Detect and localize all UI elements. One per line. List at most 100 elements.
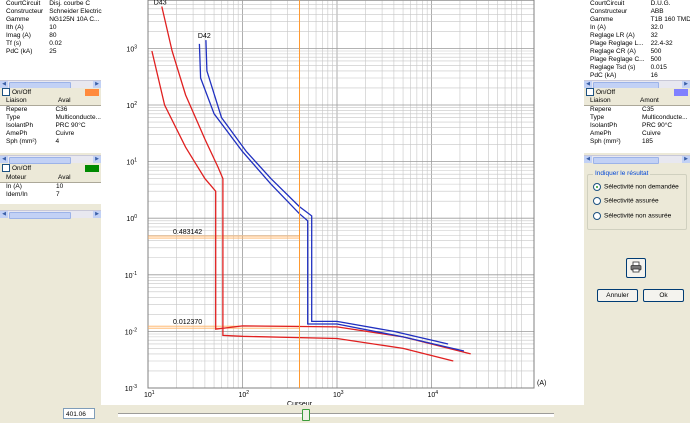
property-row[interactable]: Reglage Tsd (s) 0.015 bbox=[584, 64, 690, 72]
property-row[interactable]: In (A) 10 bbox=[0, 183, 101, 191]
left-bot-scrollbar[interactable]: ◀ ▶ bbox=[0, 210, 101, 219]
property-name: Reglage LR (A) bbox=[590, 32, 635, 39]
property-value: 80 bbox=[49, 32, 57, 39]
bottom-bar: 401.06 bbox=[0, 405, 690, 423]
property-row[interactable]: Plage Reglage C... 500 bbox=[584, 56, 690, 64]
radio-selectivity-not-requested[interactable]: Sélectivité non demandée bbox=[593, 183, 679, 192]
chart-grid bbox=[147, 0, 535, 389]
property-row[interactable]: In (A) 32.0 bbox=[584, 24, 690, 32]
property-value: 10 bbox=[56, 183, 64, 190]
color-swatch[interactable] bbox=[674, 89, 688, 96]
property-name: Sph (mm²) bbox=[590, 138, 621, 145]
property-value: Multiconducte... bbox=[642, 114, 688, 121]
cursor-value-field[interactable]: 401.06 bbox=[63, 408, 95, 419]
property-name: PdC (kA) bbox=[6, 48, 33, 55]
property-value: 0.015 bbox=[650, 64, 667, 71]
property-row[interactable]: Gamme T1B 160 TMD 3... bbox=[584, 16, 690, 24]
cancel-button[interactable]: Annuler bbox=[597, 289, 638, 302]
property-row[interactable]: Ith (A) 10 bbox=[0, 24, 102, 32]
property-value: PRC 90°C bbox=[55, 122, 86, 129]
onoff-checkbox[interactable] bbox=[2, 164, 10, 173]
print-button[interactable] bbox=[626, 258, 646, 278]
selectivity-chart[interactable]: 101 102 103 104 10-3 10-2 10-1 100 101 102 103 (A) C… bbox=[102, 0, 584, 423]
property-row[interactable]: Reglage LR (A) 32 bbox=[584, 32, 690, 40]
series-label: D42 bbox=[198, 33, 211, 40]
property-row[interactable]: IsolantPh PRC 90°C bbox=[0, 122, 101, 130]
onoff-label: On/Off bbox=[12, 89, 32, 96]
property-row[interactable]: Imag (A) 80 bbox=[0, 32, 102, 40]
breaker-property-table: CourtCircuit D.U.G. Constructeur ABB Gamme T1… bbox=[584, 0, 690, 80]
onoff-checkbox[interactable] bbox=[2, 88, 10, 97]
y-tick-label: 102 bbox=[126, 101, 137, 110]
cursor-slider-thumb[interactable] bbox=[302, 409, 311, 421]
color-swatch[interactable] bbox=[85, 165, 99, 172]
property-row[interactable]: Constructeur ABB bbox=[584, 8, 690, 16]
property-name: PdC (kA) bbox=[590, 72, 617, 79]
property-name: Ith (A) bbox=[6, 24, 24, 31]
motor-property-table: In (A) 10 Idem/In 7 bbox=[0, 183, 101, 199]
property-row[interactable]: CourtCircuit Disj. courbe C bbox=[0, 0, 102, 8]
cable-property-table: Repere C35 Type Multiconducte... IsolantPh PR… bbox=[584, 106, 690, 146]
property-row[interactable]: Repere C35 bbox=[584, 106, 690, 114]
property-row[interactable]: PdC (kA) 25 bbox=[0, 48, 102, 56]
table-header: Moteur Aval bbox=[0, 174, 101, 183]
onoff-checkbox[interactable] bbox=[586, 88, 594, 97]
color-swatch[interactable] bbox=[85, 89, 99, 96]
property-row[interactable]: Repere C36 bbox=[0, 106, 101, 114]
radio-dot[interactable] bbox=[593, 197, 601, 205]
property-name: IsolantPh bbox=[6, 122, 34, 129]
right-mid-scrollbar[interactable]: ◀ ▶ bbox=[584, 155, 690, 164]
right-panel: CourtCircuit D.U.G. Constructeur ABB Gamme T1… bbox=[584, 0, 690, 423]
property-row[interactable]: Tf (s) 0.02 bbox=[0, 40, 102, 48]
property-value: D.U.G. bbox=[650, 0, 671, 7]
radio-selectivity-not-ensured[interactable]: Sélectivité non assurée bbox=[593, 212, 671, 221]
radio-selectivity-ensured[interactable]: Sélectivité assurée bbox=[593, 197, 659, 206]
right-breaker-properties: CourtCircuit D.U.G. Constructeur ABB Gamme T1… bbox=[584, 0, 690, 80]
property-row[interactable]: AmePh Cuivre bbox=[584, 130, 690, 138]
property-value: 22.4-32 bbox=[650, 40, 673, 47]
series-line bbox=[151, 50, 471, 355]
property-name: CourtCircuit bbox=[590, 0, 625, 7]
property-value: NG125N 10A C... bbox=[49, 16, 100, 23]
property-name: Type bbox=[590, 114, 605, 121]
property-name: In (A) bbox=[590, 24, 606, 31]
radio-dot[interactable] bbox=[593, 183, 601, 191]
property-name: IsolantPh bbox=[590, 122, 618, 129]
ok-button[interactable]: Ok bbox=[643, 289, 684, 302]
property-row[interactable]: Gamme NG125N 10A C... bbox=[0, 16, 102, 24]
left-panel: CourtCircuit Disj. courbe C Constructeur Sc… bbox=[0, 0, 102, 423]
left-mid-onoff[interactable]: On/Off bbox=[0, 88, 101, 97]
property-row[interactable]: Type Multiconducte... bbox=[584, 114, 690, 122]
property-row[interactable]: Type Multiconducte... bbox=[0, 114, 101, 122]
cursor-slider-track[interactable] bbox=[118, 409, 554, 421]
result-group-title: Indiquer le résultat bbox=[593, 170, 651, 177]
radio-dot[interactable] bbox=[593, 212, 601, 220]
property-name: Constructeur bbox=[6, 8, 44, 15]
property-value: 185 bbox=[642, 138, 653, 145]
property-value: T1B 160 TMD 3... bbox=[650, 16, 690, 23]
property-row[interactable]: Idem/In 7 bbox=[0, 191, 101, 199]
property-row[interactable]: Sph (mm²) 4 bbox=[0, 138, 101, 146]
marker-label: 0.483142 bbox=[173, 229, 202, 236]
onoff-label: On/Off bbox=[12, 165, 32, 172]
property-row[interactable]: IsolantPh PRC 90°C bbox=[584, 122, 690, 130]
property-row[interactable]: PdC (kA) 16 bbox=[584, 72, 690, 80]
right-cable-properties: Liaison Amont Repere C35 Type Multiconducte.… bbox=[584, 97, 690, 153]
property-row[interactable]: Constructeur Schneider Electric bbox=[0, 8, 102, 16]
property-row[interactable]: Plage Reglage L... 22.4-32 bbox=[584, 40, 690, 48]
property-name: Imag (A) bbox=[6, 32, 31, 39]
left-bot-onoff[interactable]: On/Off bbox=[0, 164, 101, 173]
property-row[interactable]: Reglage CR (A) 500 bbox=[584, 48, 690, 56]
left-mid-scrollbar[interactable]: ◀ ▶ bbox=[0, 155, 101, 164]
right-mid-onoff[interactable]: On/Off bbox=[584, 88, 690, 97]
left-top-scrollbar[interactable]: ◀ ▶ bbox=[0, 80, 101, 89]
table-header: Liaison Amont bbox=[584, 97, 690, 106]
property-row[interactable]: Sph (mm²) 185 bbox=[584, 138, 690, 146]
right-top-scrollbar[interactable]: ◀ ▶ bbox=[584, 80, 690, 89]
y-tick-label: 10-1 bbox=[125, 271, 137, 280]
property-value: 4 bbox=[55, 138, 60, 145]
chart-labels: 101 102 103 104 10-3 10-2 10-1 100 101 102 103 (A) C… bbox=[125, 0, 547, 408]
property-row[interactable]: AmePh Cuivre bbox=[0, 130, 101, 138]
property-row[interactable]: CourtCircuit D.U.G. bbox=[584, 0, 690, 8]
property-value: ABB bbox=[650, 8, 664, 15]
